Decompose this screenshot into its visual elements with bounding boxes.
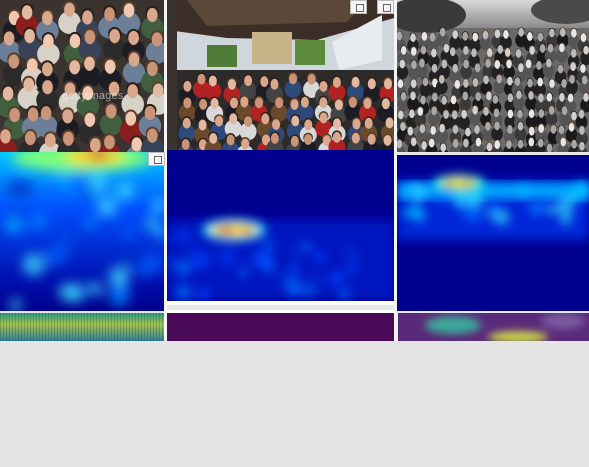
crowd-photo-right-graphic — [396, 0, 589, 152]
density-map-center — [166, 150, 395, 305]
density-map-right — [397, 155, 589, 311]
square-icon[interactable] — [148, 152, 165, 166]
tile-separator — [164, 0, 167, 341]
density-map-center-graphic — [166, 150, 395, 305]
photo-watermark: gettyimages — [62, 90, 124, 102]
crowd-photo-center-graphic — [167, 0, 394, 150]
crowd-photo-right — [396, 0, 589, 152]
output-strip-center-graphic — [167, 310, 396, 341]
image-mosaic: gettyimages — [0, 0, 589, 341]
output-strip-right — [398, 313, 589, 341]
output-strip-left — [0, 313, 166, 341]
crowd-photo-left: gettyimages — [0, 0, 164, 152]
crowd-photo-left-graphic — [0, 0, 164, 152]
output-strip-right-graphic — [398, 313, 589, 341]
density-map-left — [0, 152, 164, 311]
crowd-photo-center — [167, 0, 394, 150]
output-strip-left-graphic — [0, 313, 166, 341]
square-icon[interactable] — [350, 0, 367, 14]
density-map-left-graphic — [0, 152, 164, 311]
output-strip-center — [167, 310, 396, 341]
tile-separator — [394, 0, 397, 341]
density-map-right-graphic — [397, 155, 589, 311]
square-icon[interactable] — [377, 0, 394, 14]
